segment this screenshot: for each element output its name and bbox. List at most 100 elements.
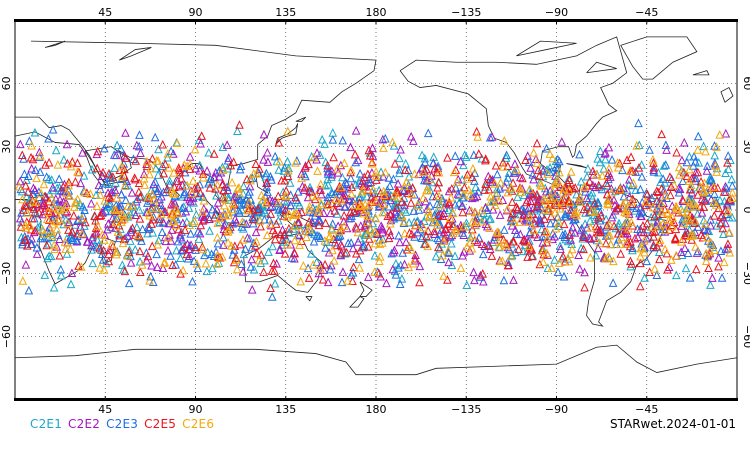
observation-triangle	[679, 167, 689, 177]
observation-triangle	[714, 261, 723, 271]
observation-triangle	[538, 243, 547, 253]
observation-triangle	[516, 184, 525, 193]
observation-triangle	[274, 137, 284, 147]
observation-triangle	[655, 254, 664, 264]
observation-triangle	[231, 253, 241, 262]
observation-triangle	[259, 155, 268, 164]
observation-triangle	[672, 147, 681, 157]
observation-triangle	[525, 184, 535, 194]
observation-triangle	[105, 173, 115, 182]
observation-triangle	[376, 188, 385, 198]
observation-triangle	[716, 218, 725, 228]
observation-triangle	[710, 141, 719, 150]
observation-triangle	[444, 186, 454, 196]
observation-triangle	[28, 154, 38, 164]
observation-triangle	[216, 167, 226, 177]
observation-triangle	[711, 161, 720, 170]
observation-triangle	[27, 239, 37, 249]
observation-triangle	[104, 168, 114, 178]
observation-triangle	[640, 273, 649, 282]
observation-triangle	[547, 194, 557, 204]
observation-triangle	[598, 171, 607, 180]
observation-triangle	[444, 197, 454, 207]
observation-triangle	[159, 258, 169, 267]
observation-triangle	[558, 230, 567, 240]
observation-triangle	[663, 208, 672, 218]
observation-triangle	[187, 188, 197, 198]
observation-triangle	[204, 147, 214, 157]
observation-triangle	[399, 218, 409, 228]
observation-triangle	[463, 169, 472, 179]
observation-triangle	[291, 158, 300, 167]
observation-triangle	[389, 247, 399, 257]
observation-triangle	[228, 218, 238, 228]
observation-triangle	[358, 242, 368, 252]
observation-triangle	[138, 224, 147, 234]
observation-triangle	[485, 223, 494, 233]
observation-triangle	[237, 217, 247, 227]
observation-triangle	[186, 240, 196, 249]
observation-triangle	[316, 264, 325, 273]
observation-triangle	[414, 205, 424, 214]
observation-triangle	[459, 189, 468, 199]
observation-triangle	[509, 236, 519, 246]
observation-triangle	[613, 228, 623, 238]
observation-triangle	[340, 158, 349, 168]
observation-triangle	[249, 264, 259, 274]
observation-triangle	[312, 257, 322, 266]
observation-triangle	[443, 245, 453, 255]
observation-triangle	[297, 169, 306, 178]
observation-triangle	[693, 190, 703, 199]
observation-triangle	[351, 222, 361, 231]
lon-tick-label-top: −90	[545, 6, 568, 19]
observation-triangle	[153, 262, 162, 271]
observation-triangle	[282, 197, 291, 206]
observation-triangle	[401, 237, 411, 246]
observation-triangle	[435, 228, 445, 238]
observation-triangle	[128, 223, 137, 233]
observation-triangle	[538, 232, 547, 241]
observation-triangle	[282, 212, 292, 221]
observation-triangle	[660, 225, 670, 234]
observation-triangle	[150, 177, 160, 186]
observation-triangle	[349, 262, 358, 272]
observation-triangle	[496, 177, 505, 187]
observation-triangle	[327, 198, 337, 208]
observation-triangle	[641, 188, 651, 198]
observation-triangle	[698, 232, 708, 242]
observation-triangle	[172, 245, 181, 255]
observation-triangle	[538, 165, 548, 175]
observation-triangle	[251, 227, 261, 237]
observation-triangle	[506, 251, 516, 260]
observation-triangle	[153, 170, 163, 179]
observation-triangle	[683, 248, 693, 257]
observation-triangle	[333, 164, 342, 173]
observation-triangle	[394, 230, 403, 240]
observation-triangle	[420, 157, 430, 167]
observation-triangle	[243, 233, 252, 242]
observation-triangle	[110, 185, 120, 194]
observation-triangle	[492, 228, 502, 237]
observation-triangle	[371, 167, 381, 176]
observation-triangle	[572, 210, 582, 220]
observation-triangle	[193, 226, 203, 236]
observation-triangle	[321, 243, 330, 252]
observation-triangle	[48, 124, 58, 134]
observation-triangle	[423, 128, 433, 138]
observation-triangle	[602, 178, 611, 187]
observation-triangle	[554, 258, 564, 267]
observation-triangle	[142, 156, 152, 166]
observation-triangle	[237, 222, 247, 231]
observation-triangle	[493, 227, 503, 236]
observation-triangle	[631, 185, 640, 195]
observation-triangle	[528, 188, 538, 198]
lon-tick-label-bottom: 90	[189, 403, 203, 416]
observation-triangle	[637, 172, 647, 181]
observation-triangle	[143, 228, 152, 238]
observation-triangle	[685, 164, 694, 174]
observation-triangle	[526, 196, 535, 206]
observation-triangle	[98, 167, 108, 177]
observation-triangle	[690, 216, 700, 225]
observation-triangle	[451, 165, 461, 174]
observation-triangle	[472, 191, 482, 201]
